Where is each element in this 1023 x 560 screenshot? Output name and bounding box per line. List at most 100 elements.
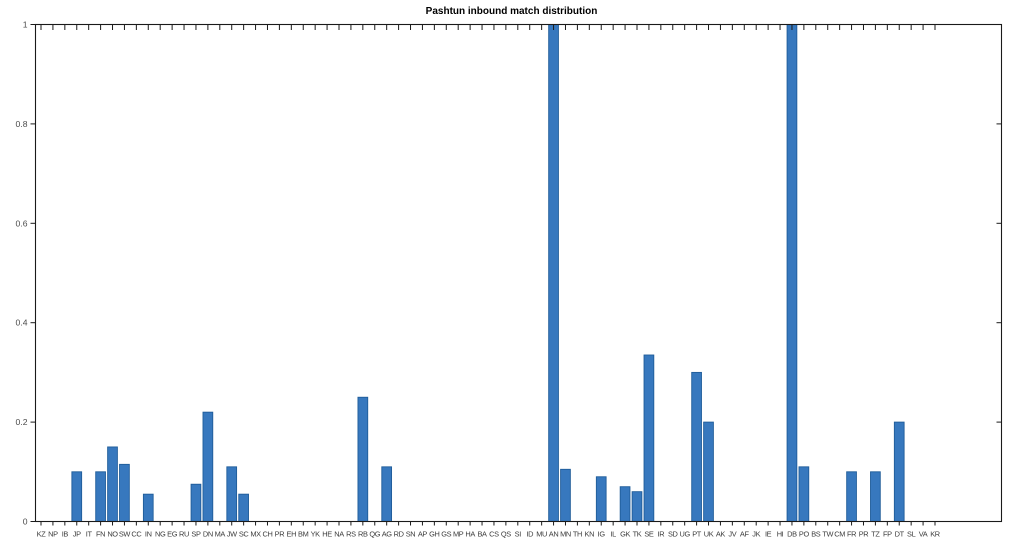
x-tick-label-HI: HI	[777, 530, 784, 539]
bar-IG	[595, 476, 607, 522]
bar-JP	[71, 471, 83, 522]
x-tick-label-UG: UG	[679, 530, 690, 539]
x-tick-label-FN: FN	[96, 530, 105, 539]
x-tick-label-DN: DN	[203, 530, 213, 539]
x-tick-label-MN: MN	[560, 530, 571, 539]
x-tick-label-AF: AF	[740, 530, 750, 539]
x-tick-label-JV: JV	[728, 530, 736, 539]
x-tick-label-SL: SL	[907, 530, 916, 539]
x-tick-label-GK: GK	[620, 530, 630, 539]
bar-SE	[643, 354, 655, 522]
x-tick-label-RS: RS	[346, 530, 356, 539]
x-tick-label-AN: AN	[549, 530, 559, 539]
x-tick-label-IR: IR	[657, 530, 664, 539]
x-tick-label-SD: SD	[668, 530, 678, 539]
x-tick-label-UK: UK	[704, 530, 714, 539]
bar-DN	[202, 411, 214, 522]
x-tick-label-TK: TK	[633, 530, 642, 539]
x-tick-label-IT: IT	[86, 530, 93, 539]
bar-PO	[798, 466, 810, 522]
x-tick-label-KN: KN	[585, 530, 595, 539]
x-tick-label-GS: GS	[441, 530, 451, 539]
x-tick-label-TH: TH	[573, 530, 582, 539]
x-tick-label-CH: CH	[262, 530, 272, 539]
x-tick-label-PT: PT	[692, 530, 702, 539]
bar-FN	[95, 471, 106, 522]
x-tick-label-DB: DB	[787, 530, 797, 539]
x-tick-label-KR: KR	[930, 530, 940, 539]
x-tick-label-PO: PO	[799, 530, 810, 539]
x-tick-label-JP: JP	[73, 530, 81, 539]
x-tick-label-TW: TW	[822, 530, 833, 539]
y-tick-label-0.4: 0.4	[16, 318, 28, 328]
bar-DT	[893, 421, 905, 522]
x-tick-label-NO: NO	[107, 530, 118, 539]
x-tick-label-KZ: KZ	[37, 530, 47, 539]
bar-SC	[238, 493, 249, 522]
x-tick-label-SC: SC	[239, 530, 250, 539]
x-tick-label-EG: EG	[167, 530, 178, 539]
x-tick-label-JK: JK	[752, 530, 760, 539]
y-tick-label-1: 1	[23, 20, 28, 30]
bar-AN	[548, 24, 559, 522]
x-tick-label-IN: IN	[145, 530, 152, 539]
bar-PT	[691, 371, 702, 522]
y-tick-label-0.2: 0.2	[16, 417, 28, 427]
bar-SP	[190, 483, 202, 522]
bar-GK	[619, 486, 631, 522]
bar-TK	[631, 491, 643, 522]
x-tick-label-VA: VA	[919, 530, 928, 539]
x-tick-label-BS: BS	[811, 530, 821, 539]
x-tick-label-RU: RU	[179, 530, 189, 539]
x-tick-label-RB: RB	[358, 530, 368, 539]
x-tick-label-MP: MP	[453, 530, 464, 539]
y-tick-label-0: 0	[23, 517, 28, 527]
x-tick-label-MX: MX	[250, 530, 261, 539]
axis-box	[34, 23, 1003, 523]
x-tick-label-SN: SN	[406, 530, 416, 539]
x-tick-label-SE: SE	[644, 530, 654, 539]
bar-JW	[226, 466, 238, 522]
x-tick-label-BA: BA	[477, 530, 487, 539]
y-tick-label-0.8: 0.8	[16, 119, 28, 129]
x-tick-label-SW: SW	[119, 530, 131, 539]
x-tick-label-FP: FP	[883, 530, 892, 539]
bar-UK	[703, 421, 714, 522]
x-tick-label-AG: AG	[382, 530, 393, 539]
x-tick-label-IL: IL	[610, 530, 616, 539]
x-tick-label-DT: DT	[895, 530, 905, 539]
bar-FR	[846, 471, 857, 522]
x-tick-label-AK: AK	[716, 530, 726, 539]
bar-IN	[142, 493, 154, 522]
x-tick-label-YK: YK	[311, 530, 321, 539]
y-tick-label-0.6: 0.6	[16, 218, 28, 228]
x-tick-label-CC: CC	[131, 530, 142, 539]
x-tick-label-NP: NP	[48, 530, 58, 539]
x-tick-label-FR: FR	[847, 530, 856, 539]
x-tick-label-CS: CS	[489, 530, 499, 539]
x-tick-label-EH: EH	[287, 530, 297, 539]
x-tick-label-SI: SI	[515, 530, 522, 539]
x-tick-label-JW: JW	[227, 530, 237, 539]
x-tick-label-QG: QG	[369, 530, 380, 539]
bar-DB	[786, 24, 798, 522]
bar-AG	[381, 466, 393, 522]
bar-TZ	[870, 471, 881, 522]
x-tick-label-ID: ID	[526, 530, 533, 539]
x-tick-label-SP: SP	[191, 530, 201, 539]
chart-title: Pashtun inbound match distribution	[425, 6, 598, 17]
x-tick-label-HA: HA	[465, 530, 475, 539]
x-tick-label-NG: NG	[155, 530, 166, 539]
x-tick-label-MU: MU	[536, 530, 547, 539]
x-tick-label-AP: AP	[418, 530, 428, 539]
x-tick-label-RD: RD	[394, 530, 404, 539]
x-tick-label-PR: PR	[859, 530, 869, 539]
bar-RB	[357, 396, 369, 522]
x-tick-label-BM: BM	[298, 530, 309, 539]
x-tick-label-IG: IG	[598, 530, 606, 539]
x-tick-label-GH: GH	[429, 530, 439, 539]
x-tick-label-PR: PR	[275, 530, 285, 539]
x-tick-label-IE: IE	[765, 530, 772, 539]
